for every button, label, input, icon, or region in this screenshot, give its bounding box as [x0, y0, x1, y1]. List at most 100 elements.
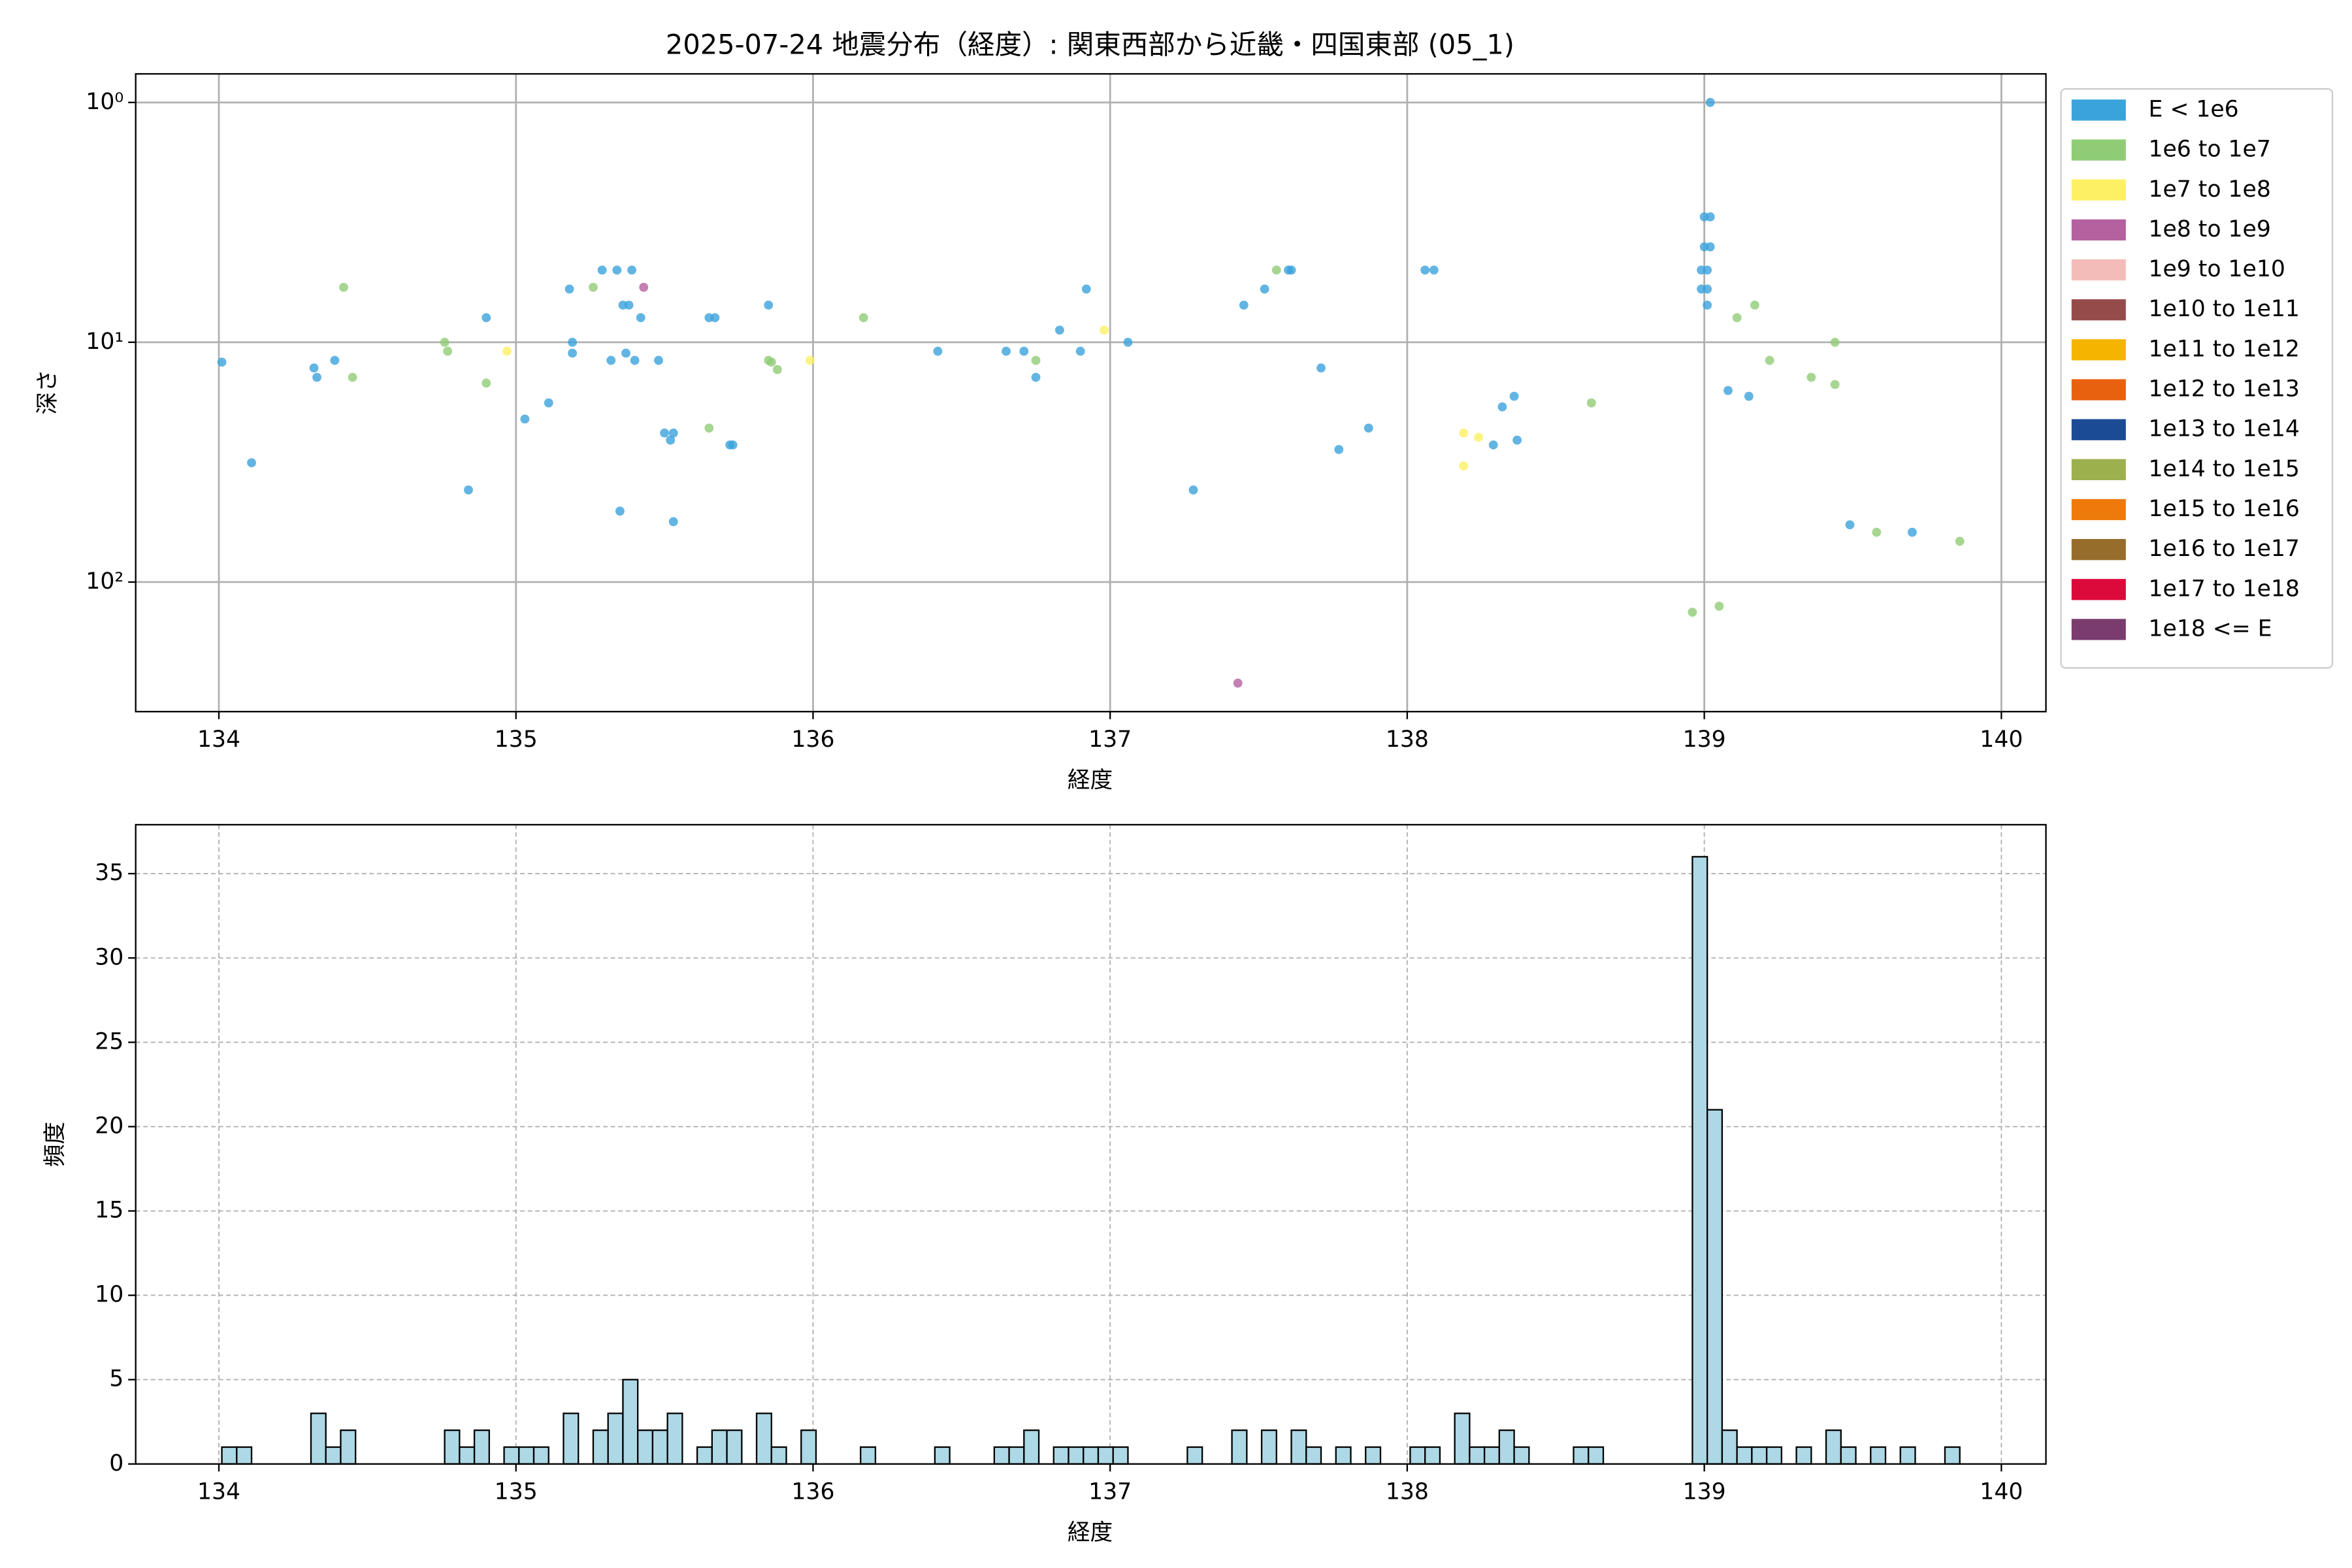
x-axis-label: 経度: [1068, 767, 1113, 793]
x-tick-label: 136: [791, 727, 834, 753]
histogram-bar: [770, 1446, 787, 1465]
scatter-point: [1845, 520, 1855, 530]
histogram-bar: [1588, 1446, 1605, 1465]
histogram-bar: [800, 1429, 817, 1465]
histogram-bar: [592, 1429, 609, 1465]
legend-swatch: [2071, 379, 2126, 400]
scatter-point: [1100, 325, 1109, 335]
legend-swatch: [2071, 219, 2126, 241]
scatter-point: [612, 265, 622, 275]
scatter-point: [630, 355, 640, 365]
histogram-bar: [1409, 1446, 1426, 1465]
legend-label: 1e10 to 1e11: [2148, 296, 2299, 322]
scatter-point: [704, 423, 714, 433]
scatter-point: [1075, 346, 1085, 356]
legend-swatch: [2071, 539, 2126, 561]
scatter-point: [330, 355, 340, 365]
histogram-bar: [755, 1413, 772, 1465]
histogram-bar: [1068, 1446, 1085, 1465]
scatter-point: [621, 348, 630, 358]
scatter-point: [1830, 337, 1840, 347]
scatter-point: [772, 365, 782, 374]
x-tick-label: 139: [1683, 727, 1726, 753]
legend-swatch: [2071, 139, 2126, 161]
scatter-point: [348, 372, 357, 382]
scatter-point: [1123, 337, 1133, 347]
plot-frame: [135, 73, 2047, 713]
scatter-point: [1031, 355, 1041, 365]
histogram-bar: [1112, 1446, 1129, 1465]
scatter-point: [933, 346, 943, 356]
x-tick-label: 137: [1088, 1479, 1132, 1505]
histogram-bar: [1691, 856, 1708, 1465]
y-tick-label: 10⁰: [86, 89, 123, 115]
histogram-bar: [1365, 1446, 1382, 1465]
scatter-point: [564, 284, 574, 294]
scatter-point: [1955, 536, 1965, 546]
scatter-point: [1334, 445, 1344, 454]
histogram-bar: [607, 1413, 624, 1465]
x-tick-label: 136: [791, 1479, 834, 1505]
histogram-bar: [1899, 1446, 1916, 1465]
scatter-point: [589, 282, 598, 292]
scatter-point: [464, 485, 473, 495]
scatter-point: [1429, 265, 1439, 275]
histogram-bar: [726, 1429, 743, 1465]
x-tick-label: 140: [1980, 1479, 2023, 1505]
histogram-bar: [1454, 1413, 1471, 1465]
scatter-point: [1744, 391, 1754, 401]
histogram-bar: [1870, 1446, 1887, 1465]
scatter-point: [544, 398, 553, 408]
histogram-bar: [993, 1446, 1010, 1465]
scatter-point: [1239, 301, 1249, 310]
scatter-point: [1703, 301, 1712, 310]
scatter-point: [520, 414, 530, 424]
scatter-point: [597, 265, 607, 275]
scatter-point: [440, 337, 449, 347]
scatter-point: [1420, 265, 1430, 275]
scatter-point: [654, 355, 663, 365]
y-tick-label: 35: [95, 860, 123, 886]
histogram-bar: [622, 1379, 639, 1465]
histogram-bar: [1498, 1429, 1515, 1465]
legend-swatch: [2071, 498, 2126, 521]
histogram-bar: [1290, 1429, 1307, 1465]
scatter-point: [1750, 301, 1759, 310]
histogram-bar: [651, 1429, 668, 1465]
y-tick-label: 10²: [86, 568, 123, 595]
scatter-point: [1732, 313, 1742, 323]
histogram-bar: [1795, 1446, 1812, 1465]
legend-label: 1e15 to 1e16: [2148, 496, 2299, 522]
histogram-bar: [1483, 1446, 1501, 1465]
histogram-bar: [711, 1429, 728, 1465]
legend-label: 1e16 to 1e17: [2148, 536, 2299, 562]
histogram-bar: [1825, 1429, 1842, 1465]
legend-swatch: [2071, 99, 2126, 121]
histogram-bar: [1186, 1446, 1203, 1465]
scatter-point: [1188, 485, 1198, 495]
histogram-bar: [1573, 1446, 1590, 1465]
y-axis-label: 深さ: [35, 369, 61, 414]
histogram-bar: [532, 1446, 549, 1465]
scatter-point: [1688, 608, 1697, 617]
histogram-bar: [1736, 1446, 1753, 1465]
x-tick-label: 139: [1683, 1479, 1726, 1505]
scatter-point: [1703, 284, 1712, 294]
x-tick-label: 138: [1386, 727, 1429, 753]
legend-swatch: [2071, 579, 2126, 600]
scatter-point: [1459, 461, 1469, 471]
legend-box: [2060, 88, 2334, 669]
scatter-point: [1497, 402, 1507, 412]
scatter-point: [1271, 265, 1281, 275]
histogram-bar: [444, 1429, 461, 1465]
scatter-point: [624, 301, 634, 310]
scatter-point: [482, 313, 491, 323]
legend-swatch: [2071, 339, 2126, 361]
scatter-point: [660, 428, 670, 438]
scatter-point: [482, 378, 491, 388]
histogram-bar: [637, 1429, 654, 1465]
y-tick-label: 10¹: [86, 329, 123, 355]
scatter-point: [1474, 433, 1483, 442]
scatter-point: [1488, 440, 1498, 449]
